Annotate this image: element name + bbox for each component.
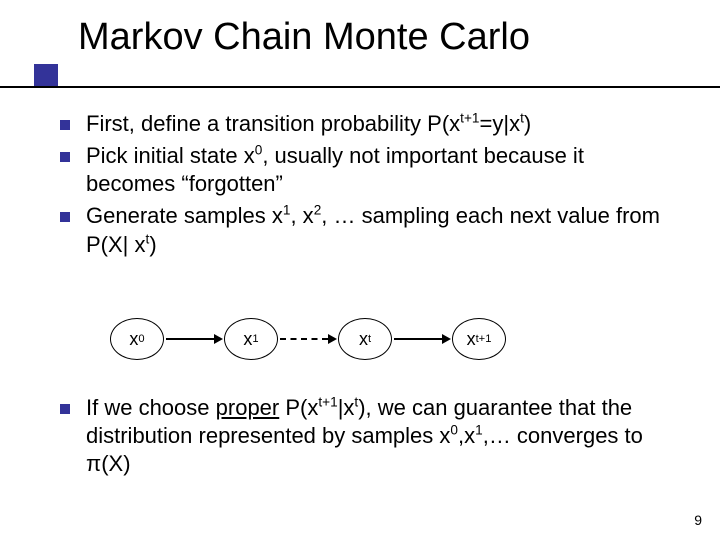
superscript: t+1 [318, 395, 337, 410]
text-run: =y|x [480, 111, 521, 136]
bullet-item-4: If we choose proper P(xt+1|xt), we can g… [60, 394, 678, 478]
bullet-list-top: First, define a transition probability P… [60, 110, 670, 263]
title-accent-square [34, 64, 58, 88]
chain-node-t: xt [338, 318, 392, 360]
text-run: ) [524, 111, 531, 136]
chain-node-t1: xt+1 [452, 318, 506, 360]
text-run: Pick initial state x [86, 143, 255, 168]
slide-title: Markov Chain Monte Carlo [78, 16, 530, 59]
superscript: 1 [475, 423, 483, 438]
text-run: (X) [101, 451, 130, 476]
chain-arrow-solid [166, 338, 222, 340]
node-label-base: x [359, 329, 368, 350]
chain-arrow-dashed [280, 338, 336, 340]
bullet-item-2: Pick initial state x0, usually not impor… [60, 142, 670, 198]
text-run: If we choose [86, 395, 216, 420]
text-run: ) [149, 232, 156, 257]
text-run: First, define a transition probability P… [86, 111, 460, 136]
markov-chain-diagram: x0 x1 xt xt+1 [110, 318, 506, 360]
underlined-text: proper [216, 395, 280, 420]
chain-node-1: x1 [224, 318, 278, 360]
chain-node-0: x0 [110, 318, 164, 360]
text-run: |x [338, 395, 355, 420]
text-run: ,… converges to [483, 423, 643, 448]
node-label-base: x [243, 329, 252, 350]
chain-arrow-solid [394, 338, 450, 340]
page-number: 9 [694, 512, 702, 528]
slide: Markov Chain Monte Carlo First, define a… [0, 0, 720, 540]
text-run: , x [290, 203, 313, 228]
node-label-base: x [467, 329, 476, 350]
text-run: Generate samples x [86, 203, 283, 228]
superscript: t+1 [460, 111, 479, 126]
bullet-list-bottom: If we choose proper P(xt+1|xt), we can g… [60, 394, 678, 482]
bullet-item-3: Generate samples x1, x2, … sampling each… [60, 202, 670, 258]
pi-symbol: π [86, 451, 101, 476]
node-label-base: x [129, 329, 138, 350]
text-run: P(x [279, 395, 318, 420]
bullet-item-1: First, define a transition probability P… [60, 110, 670, 138]
superscript: 0 [450, 423, 458, 438]
text-run: ,x [458, 423, 475, 448]
